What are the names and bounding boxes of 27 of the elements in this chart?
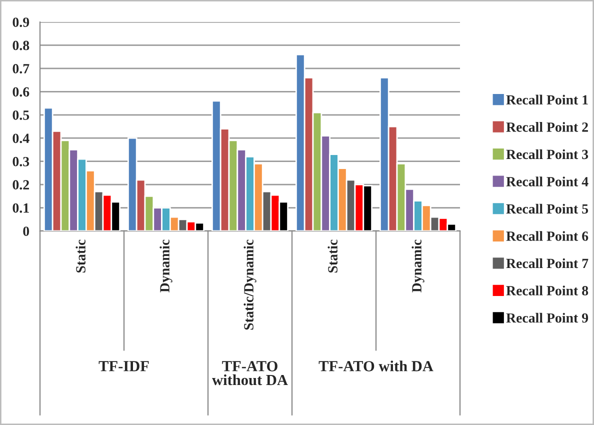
y-tick-label: 0.3	[12, 156, 30, 166]
legend-label: Recall Point 9	[506, 312, 588, 323]
y-tick-label: 0.7	[12, 64, 30, 74]
legend-label: Recall Point 8	[506, 286, 588, 296]
y-tick-label: 0.2	[12, 180, 29, 190]
legend-label: Recall Point 3	[506, 149, 588, 160]
y-tick-label: 0.1	[12, 203, 29, 213]
legend-label: Recall Point 1	[506, 94, 588, 105]
y-tick-label: 0	[23, 226, 30, 236]
text: TF-ATO with DA	[318, 360, 434, 372]
text: TF-ATO without DA	[212, 361, 288, 386]
legend-label: Recall Point 6	[506, 231, 588, 241]
y-tick-label: 0.9	[12, 18, 30, 28]
x-tick-label: Dynamic	[160, 240, 172, 292]
text: TF-IDF	[98, 361, 149, 372]
y-tick-label: 0.8	[12, 40, 30, 50]
legend-label: Recall Point 2	[506, 122, 588, 132]
legend-label: Recall Point 5	[506, 204, 588, 214]
x-tick-label: Static	[328, 240, 338, 273]
legend-label: Recall Point 7	[506, 258, 588, 268]
y-tick-label: 0.6	[12, 87, 30, 97]
x-tick-label: Static	[76, 240, 86, 273]
y-tick-label: 0.5	[12, 110, 30, 120]
legend-label: Recall Point 4	[506, 176, 588, 186]
x-tick-label: Dynamic	[412, 240, 424, 292]
x-tick-label: Static/Dynamic	[244, 240, 256, 330]
y-tick-label: 0.4	[12, 134, 30, 144]
